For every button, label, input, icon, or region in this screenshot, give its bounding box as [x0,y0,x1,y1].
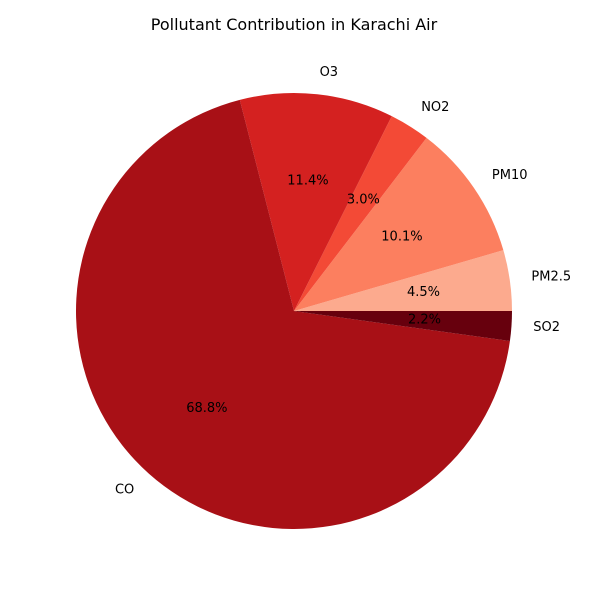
slice-label-pm25: PM2.5 [531,270,571,285]
pie-labels: PM2.5 4.5% PM10 10.1% NO2 3.0% O3 11.4% CO 68.8% S… [115,65,571,497]
pie-slice-no2 [294,116,427,311]
slice-pct-pm25: 4.5% [407,285,440,300]
pie-slice-o3 [239,92,392,311]
slice-label-so2: SO2 [533,320,560,335]
pie-slice-so2 [294,311,512,342]
slice-label-o3: O3 [320,65,339,80]
slice-label-co: CO [115,482,134,497]
slice-label-pm10: PM10 [492,168,528,183]
slice-pct-pm10: 10.1% [381,230,422,245]
pie-slices [75,92,512,529]
slice-pct-co: 68.8% [186,401,227,416]
chart-title: Pollutant Contribution in Karachi Air [151,15,438,34]
slice-pct-so2: 2.2% [408,313,441,328]
slice-pct-no2: 3.0% [347,193,380,208]
pie-slice-pm10 [294,137,504,311]
slice-label-no2: NO2 [421,100,449,115]
slice-pct-o3: 11.4% [287,173,328,188]
pie-slice-co [75,99,510,529]
pie-slice-pm25 [294,250,512,311]
